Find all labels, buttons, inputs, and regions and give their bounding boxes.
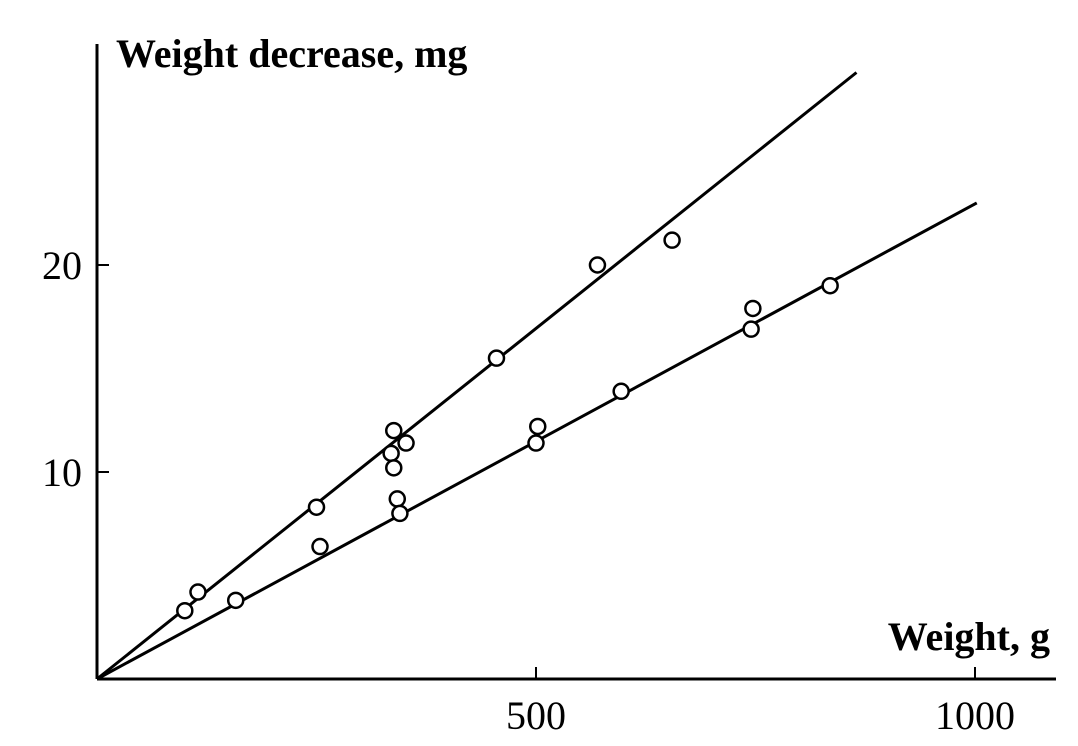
- tick-group: 500 1000 10 20: [42, 243, 1015, 738]
- data-point: [744, 299, 762, 318]
- data-point: [307, 498, 326, 516]
- data-point: [382, 444, 400, 463]
- data-point: [527, 434, 545, 452]
- data-point: [529, 417, 547, 436]
- data-point: [397, 434, 415, 452]
- data-point: [189, 583, 207, 601]
- data-point: [391, 504, 409, 523]
- x-tick-label: 1000: [935, 693, 1015, 738]
- data-point: [612, 382, 630, 401]
- y-axis-title: Weight decrease, mg: [116, 31, 467, 76]
- y-tick-label: 10: [42, 450, 82, 495]
- data-point: [388, 490, 407, 508]
- data-point: [385, 421, 403, 440]
- fit-line-group: [96, 71, 978, 681]
- data-point-group: [176, 231, 839, 620]
- data-point: [588, 256, 607, 274]
- y-tick-label: 20: [42, 243, 82, 288]
- data-point: [742, 320, 760, 338]
- data-point: [385, 459, 403, 477]
- data-point: [311, 537, 329, 556]
- data-point: [487, 349, 506, 367]
- data-point: [663, 231, 681, 249]
- x-axis-title: Weight, g: [888, 614, 1050, 659]
- data-point: [821, 276, 839, 295]
- data-point: [226, 591, 245, 610]
- x-tick-label: 500: [506, 693, 566, 738]
- data-point: [176, 601, 194, 620]
- fit-line-1: [96, 71, 858, 681]
